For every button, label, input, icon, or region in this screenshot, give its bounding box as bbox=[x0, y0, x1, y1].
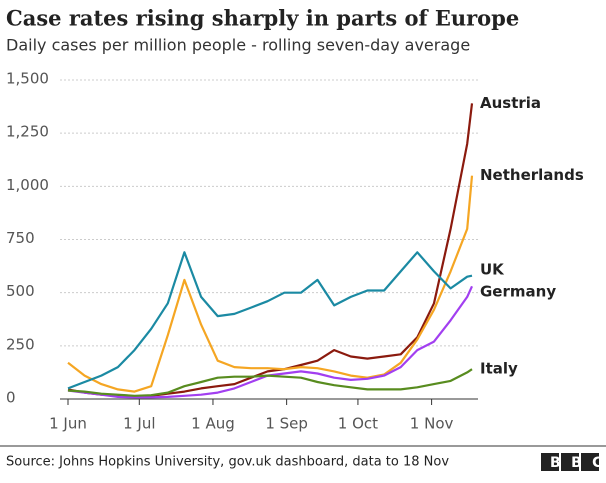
x-tick-label: 1 Aug bbox=[191, 415, 235, 433]
y-tick-label: 1,250 bbox=[6, 123, 49, 141]
y-tick-label: 500 bbox=[6, 282, 35, 300]
chart-subtitle: Daily cases per million people - rolling… bbox=[6, 36, 470, 55]
x-tick-label: 1 Nov bbox=[410, 415, 454, 433]
logo: BBC bbox=[550, 455, 606, 471]
legend-label: Austria bbox=[480, 94, 541, 112]
series-line bbox=[67, 103, 474, 398]
legend-label: UK bbox=[480, 260, 505, 278]
legend-label: Germany bbox=[480, 282, 556, 300]
y-tick-label: 1,500 bbox=[6, 70, 49, 88]
series-line bbox=[67, 175, 474, 393]
y-tick-label: 250 bbox=[6, 335, 35, 353]
x-tick-label: 1 Jul bbox=[123, 415, 155, 433]
y-tick-label: 750 bbox=[6, 229, 35, 247]
source: Source: Johns Hopkins University, gov.uk… bbox=[6, 455, 449, 470]
series-line bbox=[67, 368, 473, 397]
series-line bbox=[67, 251, 473, 390]
logo-box bbox=[541, 453, 559, 471]
series-line bbox=[67, 285, 474, 399]
logo-box bbox=[561, 453, 579, 471]
legend-label: Netherlands bbox=[480, 166, 584, 184]
legend-label: Italy bbox=[480, 360, 518, 378]
y-tick-label: 0 bbox=[6, 389, 16, 407]
chart-title: Case rates rising sharply in parts of Eu… bbox=[6, 6, 519, 31]
x-tick-label: 1 Jun bbox=[49, 415, 87, 433]
logo-box bbox=[581, 453, 599, 471]
x-tick-label: 1 Sep bbox=[265, 415, 308, 433]
y-tick-label: 1,000 bbox=[6, 176, 49, 194]
x-tick-label: 1 Oct bbox=[338, 415, 378, 433]
